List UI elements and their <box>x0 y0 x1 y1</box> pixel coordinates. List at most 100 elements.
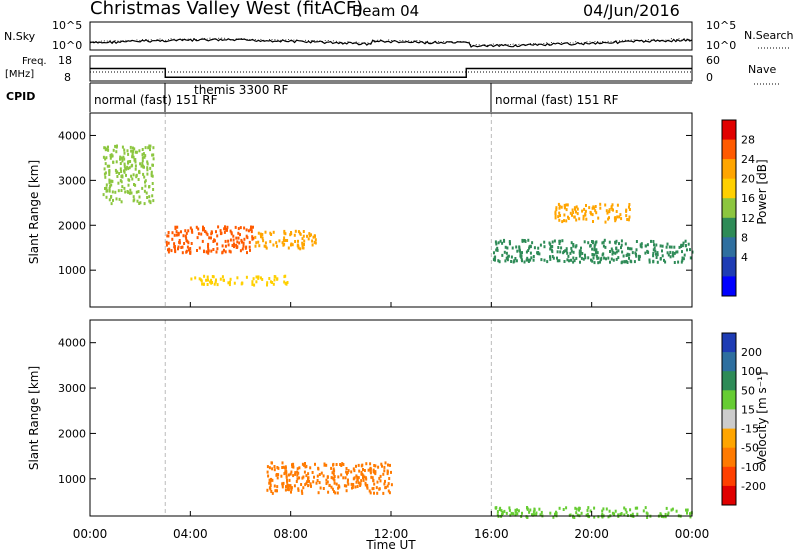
power-cell <box>105 186 108 190</box>
power-cell <box>245 228 248 232</box>
power-cell <box>110 183 113 187</box>
power-cell <box>591 247 594 251</box>
power-cell <box>587 241 590 245</box>
power-cell <box>652 254 655 258</box>
power-cell <box>130 149 133 153</box>
velocity-colorbar-swatch <box>722 485 736 506</box>
vel-cell <box>268 478 271 482</box>
power-colorbar-tick-label: 20 <box>741 173 755 186</box>
power-colorbar-tick-label: 24 <box>741 153 755 166</box>
power-cell <box>664 260 667 264</box>
power-cell <box>173 242 176 246</box>
power-cell <box>539 243 542 247</box>
power-cell <box>301 237 304 241</box>
power-cell <box>122 155 125 159</box>
power-cell <box>560 205 563 209</box>
power-cell <box>667 253 670 257</box>
power-cell <box>628 256 630 260</box>
power-cell <box>221 250 224 254</box>
power-cell <box>132 195 135 199</box>
power-cell <box>216 283 219 287</box>
power-cell <box>624 242 627 246</box>
vel-cell <box>303 470 306 474</box>
power-cell <box>126 165 129 169</box>
vel-cell <box>535 513 538 517</box>
vel-cell <box>271 478 274 482</box>
vel-cell <box>533 507 536 511</box>
power-cell <box>148 146 151 150</box>
power-cell <box>127 178 130 182</box>
power-cell <box>687 242 690 246</box>
vel-cell <box>357 463 360 467</box>
vel-cell <box>387 463 389 467</box>
power-cell <box>243 237 246 241</box>
power-cell <box>617 256 620 260</box>
power-cell <box>103 146 106 150</box>
power-cell <box>148 144 151 148</box>
vel-cell <box>644 506 647 510</box>
power-cell <box>107 145 109 149</box>
power-cell <box>628 205 630 209</box>
power-cell <box>530 256 533 260</box>
power-cell <box>237 236 240 240</box>
power-cell <box>556 259 559 263</box>
power-cell <box>551 245 554 248</box>
vel-cell <box>269 481 272 484</box>
power-cell <box>596 256 599 260</box>
power-cell <box>181 251 184 255</box>
power-cell <box>208 236 211 240</box>
x-tick-label: 08:00 <box>273 527 308 541</box>
power-cell <box>558 204 561 208</box>
vel-cell <box>290 490 292 494</box>
power-cell <box>105 183 108 187</box>
freq-panel: Freq. [MHz] 18 8 60 0 Nave <box>5 54 780 85</box>
power-cell <box>567 254 570 258</box>
velocity-colorbar-tick-label: 100 <box>741 365 762 378</box>
power-cell <box>283 242 286 246</box>
power-cell <box>678 245 681 249</box>
power-cell <box>312 235 315 239</box>
power-cell <box>584 253 586 257</box>
power-cell <box>668 245 671 249</box>
power-cell <box>516 249 519 253</box>
vel-cell <box>512 512 515 516</box>
power-cell <box>291 243 294 247</box>
vel-cell <box>360 470 363 474</box>
power-cell <box>114 144 117 148</box>
power-cell <box>119 162 122 165</box>
power-cell <box>171 237 174 241</box>
power-cell <box>137 190 140 194</box>
power-cell <box>123 162 126 166</box>
power-cell <box>572 211 575 214</box>
power-cell <box>644 251 647 255</box>
power-cell <box>593 261 596 265</box>
power-cell <box>546 260 549 264</box>
power-cell <box>684 244 687 248</box>
power-cell <box>307 237 310 241</box>
power-cell <box>109 154 112 157</box>
power-cell <box>165 240 168 244</box>
vel-cell <box>634 506 637 510</box>
power-cell <box>268 277 271 280</box>
power-colorbar-swatch <box>722 217 736 238</box>
vel-cell <box>331 471 334 475</box>
vel-cell <box>619 512 622 516</box>
vel-cell <box>326 480 329 484</box>
power-cell <box>127 160 129 164</box>
power-cell <box>625 208 628 212</box>
vel-cell <box>387 482 390 486</box>
power-cell <box>518 248 521 252</box>
power-cell <box>124 190 127 194</box>
vel-cell <box>289 484 292 488</box>
vel-cell <box>505 511 508 515</box>
power-cell <box>638 255 641 259</box>
vel-cell <box>271 491 274 495</box>
vel-cell <box>532 510 535 514</box>
vel-cell <box>316 474 319 478</box>
power-cell <box>261 236 264 240</box>
power-cell <box>571 208 574 212</box>
vel-cell <box>325 463 328 467</box>
power-cell <box>123 157 126 161</box>
vel-cell <box>293 484 296 488</box>
power-cell <box>673 245 676 249</box>
